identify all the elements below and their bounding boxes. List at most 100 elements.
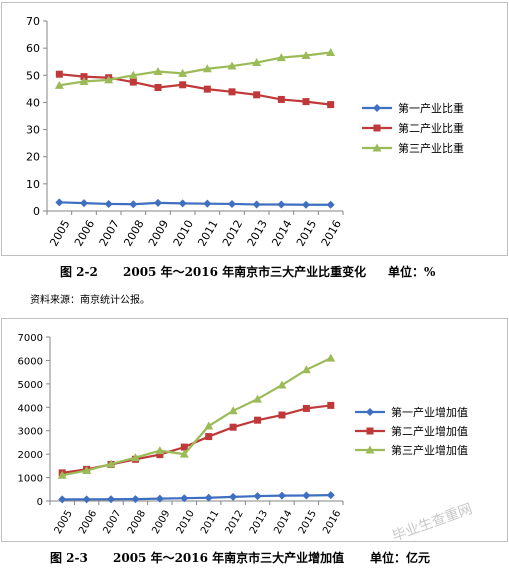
chart1-frame — [1, 2, 508, 256]
x-tick-label: 2011 — [199, 509, 221, 537]
x-tick-label: 2016 — [321, 509, 343, 537]
caption2-unit: 单位：亿元 — [370, 551, 431, 565]
series-line — [62, 357, 332, 477]
data-point — [55, 198, 64, 207]
data-point — [277, 200, 286, 209]
data-point — [228, 199, 236, 208]
data-point — [326, 491, 335, 500]
series-line — [59, 73, 331, 106]
series-line — [59, 51, 331, 87]
data-point — [104, 75, 114, 84]
data-point — [326, 353, 336, 362]
legend-marker — [365, 445, 375, 454]
data-point — [326, 200, 335, 209]
x-tick-label: 2010 — [171, 218, 196, 249]
data-point — [79, 77, 89, 86]
data-point — [179, 81, 187, 89]
legend-marker — [373, 104, 381, 112]
data-point — [228, 88, 236, 96]
y-tick-label: 50 — [26, 69, 40, 82]
data-point — [203, 199, 212, 208]
y-tick-label: 6000 — [18, 356, 43, 367]
data-point — [228, 406, 238, 415]
legend-marker — [366, 427, 374, 435]
x-tick-label: 2013 — [248, 509, 270, 537]
y-tick-label: 40 — [26, 96, 40, 109]
y-tick-label: 10 — [26, 178, 40, 191]
data-point — [154, 198, 162, 207]
data-point — [154, 84, 162, 91]
legend-label: 第一产业比重 — [398, 101, 464, 115]
x-tick-label: 2014 — [272, 509, 294, 537]
data-point — [155, 446, 165, 455]
data-point — [178, 68, 188, 77]
caption1-unit: 单位：% — [388, 265, 436, 279]
y-tick-label: 30 — [26, 124, 40, 137]
x-tick-label: 2012 — [224, 509, 246, 537]
data-point — [80, 73, 88, 81]
legend-label: 第二产业增加值 — [391, 424, 468, 438]
data-point — [82, 466, 92, 475]
data-point — [227, 61, 237, 70]
x-tick-label: 2007 — [101, 509, 123, 537]
y-tick-label: 3000 — [18, 427, 43, 438]
legend-marker — [366, 408, 374, 416]
data-point — [254, 416, 262, 424]
data-point — [128, 70, 138, 79]
data-point — [107, 495, 116, 504]
x-tick-label: 2006 — [72, 218, 97, 249]
series-line — [62, 494, 331, 501]
data-point — [252, 58, 262, 67]
caption2-title: 2005 年～2016 年南京市三大产业增加值 — [113, 551, 345, 565]
data-point — [58, 495, 67, 504]
data-point — [129, 78, 137, 86]
x-tick-label: 2009 — [150, 509, 172, 537]
legend-marker — [372, 143, 382, 152]
data-point — [178, 199, 187, 208]
x-tick-label: 2009 — [146, 218, 171, 249]
data-point — [104, 199, 113, 208]
data-point — [327, 401, 335, 409]
x-tick-label: 2015 — [297, 509, 319, 537]
data-point — [301, 365, 311, 374]
data-point — [276, 53, 286, 62]
data-point — [204, 421, 214, 430]
data-point — [106, 459, 116, 468]
y-tick-label: 7000 — [18, 333, 43, 344]
data-point — [179, 449, 189, 458]
x-tick-label: 2005 — [53, 509, 75, 537]
x-tick-label: 2011 — [195, 218, 220, 249]
y-tick-label: 0 — [33, 205, 40, 218]
legend-label: 第三产业比重 — [398, 141, 464, 155]
data-point — [202, 64, 212, 73]
data-point — [229, 423, 237, 431]
data-point — [253, 91, 261, 99]
legend-label: 第三产业增加值 — [391, 443, 468, 457]
legend-label: 第二产业比重 — [398, 121, 464, 135]
data-point — [55, 70, 63, 78]
data-point — [80, 199, 88, 208]
caption2-number: 图 2-3 — [50, 551, 88, 565]
y-tick-label: 4000 — [18, 403, 43, 414]
chart2-frame — [1, 318, 508, 542]
data-point — [326, 47, 336, 56]
x-tick-label: 2005 — [47, 218, 72, 249]
data-point — [327, 101, 335, 109]
x-tick-label: 2013 — [245, 218, 270, 249]
y-tick-label: 2000 — [18, 450, 43, 461]
data-point — [156, 451, 164, 459]
x-tick-label: 2015 — [294, 218, 319, 249]
data-point — [277, 95, 285, 103]
data-point — [301, 50, 311, 59]
source-note: 资料来源：南京统计公报。 — [30, 295, 150, 306]
y-tick-label: 5000 — [18, 380, 43, 391]
data-point — [277, 380, 287, 389]
series-line — [59, 201, 331, 206]
data-point — [153, 66, 163, 75]
x-tick-label: 2014 — [269, 218, 294, 249]
x-tick-label: 2016 — [319, 218, 344, 249]
y-tick-label: 60 — [26, 42, 40, 55]
data-point — [205, 433, 213, 441]
